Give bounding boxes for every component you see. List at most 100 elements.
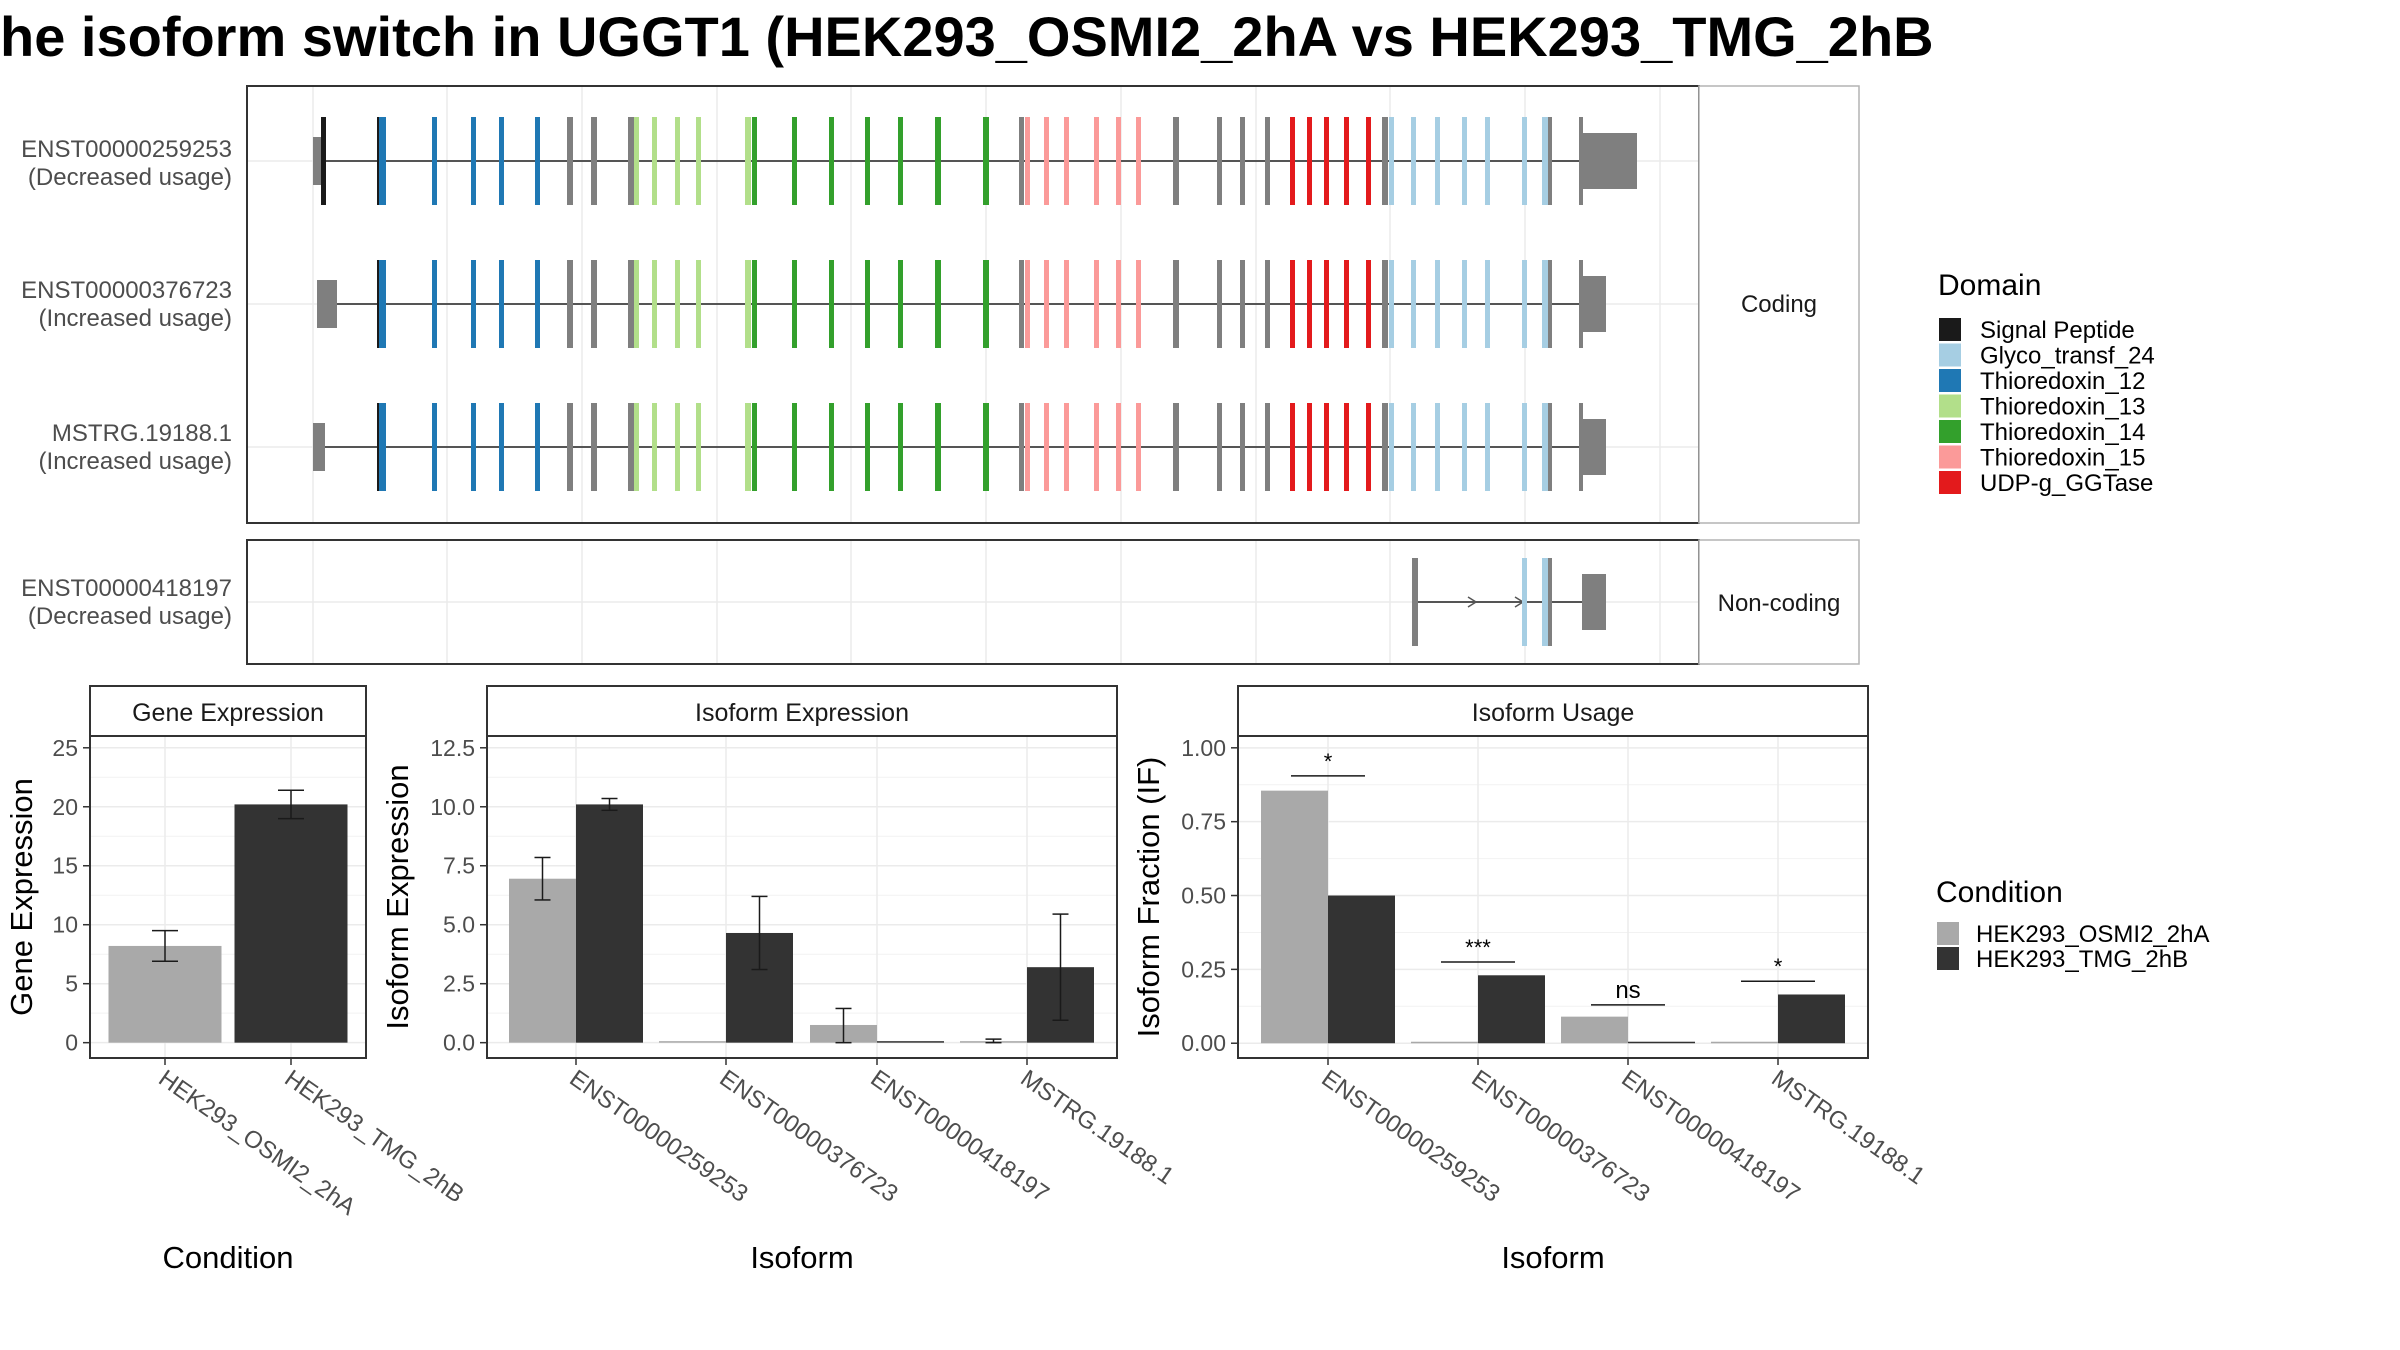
bar [1478,975,1545,1044]
y-tick-label: 5.0 [443,912,475,938]
transcript-id: MSTRG.19188.1 [52,420,232,447]
bar [1411,1041,1478,1044]
legend-label: HEK293_TMG_2hB [1976,946,2188,973]
legend-label: Thioredoxin_15 [1980,445,2145,472]
utr-block [313,137,323,185]
y-tick-label: 0.25 [1181,956,1226,982]
exon-block [1462,260,1467,348]
exon-block [983,117,989,205]
transcript-row [317,260,1606,348]
transcript-id: ENST00000259253 [21,136,232,163]
exon-block [567,260,573,348]
x-tick-label: MSTRG.19188.1 [1767,1065,1930,1190]
exon-block [634,260,639,348]
utr-block [1582,133,1637,189]
exon-block [1411,117,1416,205]
bar [108,945,222,1043]
exon-block [1173,260,1179,348]
utr-block [1582,419,1606,475]
exon-block [1240,260,1245,348]
exon-block [1435,403,1440,491]
exon-block [696,117,701,205]
legend-label: Glyco_transf_24 [1980,343,2155,370]
exon-block [1382,260,1388,348]
exon-block [634,117,639,205]
exon-block [1307,403,1312,491]
exon-block [1542,403,1548,491]
exon-block [745,117,751,205]
gene-strip [89,685,367,737]
utr-block [313,423,325,471]
exon-block [499,260,504,348]
exon-block [1094,260,1099,348]
gene-xlabel: Condition [163,1240,294,1275]
legend-swatch [1939,420,1961,443]
exon-block [432,260,437,348]
exon-block [1019,403,1024,491]
exon-block [752,260,757,348]
y-tick-label: 0.50 [1181,883,1226,909]
legend-label: UDP-g_GGTase [1980,470,2153,497]
exon-block [983,260,989,348]
bar [1778,994,1845,1044]
isouse-strip-title: Isoform Usage [1472,699,1635,727]
exon-block [1265,403,1270,491]
exon-block [752,117,757,205]
exon-block [935,117,941,205]
exon-block [1240,117,1245,205]
exon-block [792,403,797,491]
utr-block [317,280,337,328]
legend-swatch [1939,343,1961,367]
exon-block [1019,117,1024,205]
exon-block [535,260,540,348]
exon-block [379,403,386,491]
exon-block [1173,117,1179,205]
exon-block [1579,260,1583,348]
exon-block [1064,403,1069,491]
significance-label: * [1324,749,1333,774]
gene-ylabel: Gene Expression [4,778,39,1016]
exon-block [1307,117,1312,205]
exon-block [675,117,680,205]
isoform-expression-panel: Isoform Expression 0.02.55.07.510.012.5E… [380,685,1179,1275]
exon-block [432,117,437,205]
exon-block [652,403,657,491]
exon-block [1411,403,1416,491]
exon-block [1435,260,1440,348]
exon-block [1324,260,1329,348]
exon-block [829,403,834,491]
exon-block [1522,558,1527,646]
exon-block [1389,260,1394,348]
exon-block [379,117,386,205]
bar [1328,895,1395,1044]
transcript-usage: (Increased usage) [39,305,232,332]
x-tick-label: MSTRG.19188.1 [1016,1065,1179,1190]
exon-block [1382,117,1388,205]
exon-block [1094,117,1099,205]
exon-block [1366,403,1371,491]
noncoding-strip-label: Non-coding [1718,590,1841,617]
exon-block [377,403,380,491]
y-tick-label: 0.75 [1181,809,1226,835]
exon-block [1462,403,1467,491]
utr-block [1582,276,1606,332]
exon-block [1485,260,1490,348]
exon-block [591,117,597,205]
transcript-usage: (Decreased usage) [28,603,232,630]
exon-block [1485,403,1490,491]
transcript-row [313,117,1637,205]
legend-swatch [1939,445,1961,469]
exon-block [1116,260,1121,348]
exon-block [1579,117,1583,205]
transcript-id: ENST00000376723 [21,277,232,304]
exon-block [1265,117,1270,205]
exon-block [898,260,903,348]
legend-label: HEK293_OSMI2_2hA [1976,921,2209,948]
y-tick-label: 1.00 [1181,735,1226,761]
exon-block [1485,117,1490,205]
exon-block [652,117,657,205]
exon-block [1290,117,1295,205]
exon-block [1366,117,1371,205]
